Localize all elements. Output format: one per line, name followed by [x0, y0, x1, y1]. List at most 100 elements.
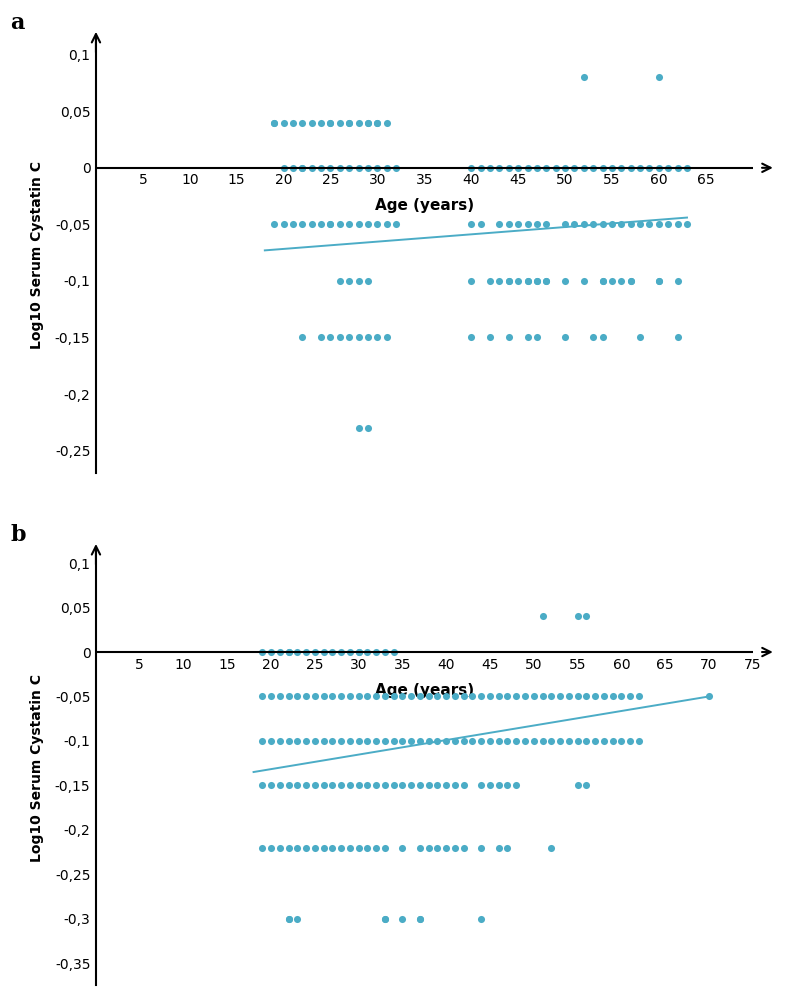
- Point: [371, 114, 384, 130]
- Point: [353, 216, 365, 232]
- Point: [362, 114, 375, 130]
- Point: [296, 114, 309, 130]
- Point: [291, 688, 304, 704]
- Point: [380, 330, 393, 346]
- Point: [326, 644, 338, 660]
- X-axis label: Age (years): Age (years): [375, 682, 474, 697]
- Point: [615, 273, 627, 289]
- Point: [274, 778, 286, 794]
- Point: [396, 732, 408, 748]
- Point: [326, 688, 338, 704]
- Point: [334, 216, 346, 232]
- Point: [634, 159, 646, 175]
- Point: [502, 273, 515, 289]
- Point: [521, 273, 534, 289]
- Point: [423, 840, 435, 856]
- Point: [353, 840, 365, 856]
- Point: [305, 216, 318, 232]
- Point: [510, 732, 523, 748]
- Point: [362, 216, 375, 232]
- Point: [296, 216, 309, 232]
- Point: [300, 840, 312, 856]
- Point: [540, 159, 552, 175]
- Point: [457, 840, 470, 856]
- Point: [652, 273, 665, 289]
- Point: [501, 688, 514, 704]
- Point: [361, 688, 374, 704]
- Point: [286, 114, 299, 130]
- Point: [662, 216, 674, 232]
- Point: [545, 732, 557, 748]
- Point: [440, 840, 453, 856]
- Point: [536, 688, 549, 704]
- Text: a: a: [10, 12, 25, 34]
- Point: [371, 114, 384, 130]
- Point: [502, 216, 515, 232]
- Point: [563, 688, 575, 704]
- Point: [521, 159, 534, 175]
- Point: [540, 273, 552, 289]
- Point: [414, 732, 427, 748]
- Point: [274, 688, 286, 704]
- Point: [343, 114, 356, 130]
- Point: [624, 732, 637, 748]
- Point: [606, 216, 619, 232]
- Point: [387, 688, 400, 704]
- Point: [580, 778, 593, 794]
- Point: [554, 688, 567, 704]
- Point: [589, 732, 601, 748]
- Point: [387, 644, 400, 660]
- Point: [315, 216, 327, 232]
- Point: [521, 216, 534, 232]
- Point: [370, 644, 382, 660]
- Point: [597, 216, 609, 232]
- Point: [536, 608, 549, 624]
- Point: [379, 732, 391, 748]
- Point: [291, 732, 304, 748]
- Point: [545, 840, 557, 856]
- Point: [431, 732, 444, 748]
- Point: [291, 911, 304, 927]
- Point: [484, 688, 497, 704]
- Point: [449, 732, 461, 748]
- Point: [484, 778, 497, 794]
- Point: [414, 911, 427, 927]
- Point: [493, 732, 505, 748]
- Point: [512, 216, 524, 232]
- Point: [353, 688, 365, 704]
- Point: [343, 330, 356, 346]
- Point: [563, 732, 575, 748]
- Point: [274, 840, 286, 856]
- Point: [343, 159, 356, 175]
- Point: [309, 644, 321, 660]
- Point: [370, 778, 382, 794]
- Point: [597, 732, 610, 748]
- Point: [475, 911, 487, 927]
- Point: [334, 273, 346, 289]
- Point: [545, 688, 557, 704]
- Point: [568, 216, 581, 232]
- Point: [530, 159, 543, 175]
- Point: [431, 778, 444, 794]
- Point: [671, 216, 684, 232]
- Point: [559, 273, 571, 289]
- Point: [324, 114, 337, 130]
- Point: [362, 330, 375, 346]
- Point: [540, 273, 552, 289]
- Point: [286, 159, 299, 175]
- Point: [530, 273, 543, 289]
- Point: [493, 216, 506, 232]
- Point: [457, 732, 470, 748]
- Point: [530, 273, 543, 289]
- Point: [405, 688, 417, 704]
- Point: [624, 273, 637, 289]
- Point: [549, 159, 562, 175]
- Point: [324, 216, 337, 232]
- Point: [264, 778, 277, 794]
- Point: [643, 216, 656, 232]
- Point: [344, 644, 357, 660]
- Point: [405, 732, 417, 748]
- Point: [512, 159, 524, 175]
- Point: [334, 778, 347, 794]
- Point: [571, 608, 584, 624]
